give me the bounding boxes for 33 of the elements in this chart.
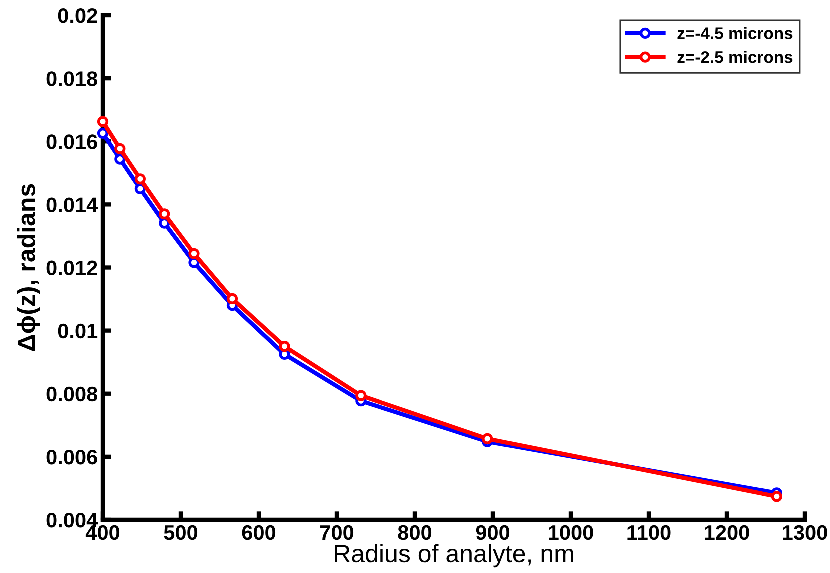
point [356,390,367,402]
point [771,491,782,502]
legend-label: z=-4.5 microns [678,27,793,40]
x-axis-title: Radius of analyte, nm [335,544,574,568]
point [482,433,494,445]
point [114,154,126,165]
y-tick-label: 0.006 [46,450,98,465]
point [188,248,200,260]
y-tick-label: 0.01 [58,324,98,339]
point [279,341,290,352]
point [114,143,126,154]
point [97,128,109,139]
x-tick-label: 900 [476,525,510,540]
x-tick-label: 600 [242,525,276,540]
x-tick-label: 500 [164,525,198,540]
x-tick-label: 1200 [705,525,750,540]
point [134,174,146,185]
y-tick-label: 0.014 [46,198,98,212]
y-tick-label: 0.012 [46,260,98,276]
y-axis-title: Δϕ(z), radians [17,184,40,352]
legend-label: z=-2.5 microns [678,51,793,64]
y-tick-label: 0.02 [58,8,98,24]
y-tick-label: 0.008 [46,386,98,402]
x-tick-label: 700 [320,525,354,540]
x-tick-label: 1100 [628,525,671,540]
point [159,208,170,220]
y-tick-label: 0.018 [46,72,98,86]
x-tick-label: 800 [398,525,432,540]
x-tick-label: 1000 [549,525,594,540]
point [226,293,238,305]
x-tick-label: 1300 [783,525,828,540]
y-tick-label: 0.016 [46,134,98,150]
point [97,116,109,128]
